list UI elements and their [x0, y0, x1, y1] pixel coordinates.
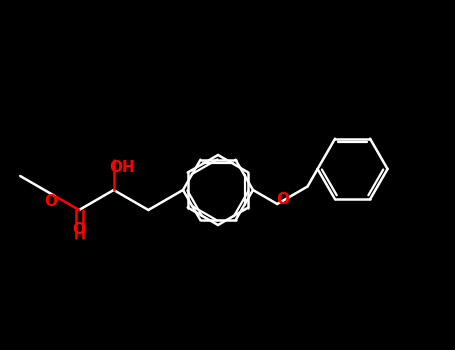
Text: OH: OH: [109, 161, 135, 175]
Text: O: O: [44, 194, 57, 209]
Text: O: O: [277, 193, 290, 208]
Text: O: O: [73, 223, 86, 238]
